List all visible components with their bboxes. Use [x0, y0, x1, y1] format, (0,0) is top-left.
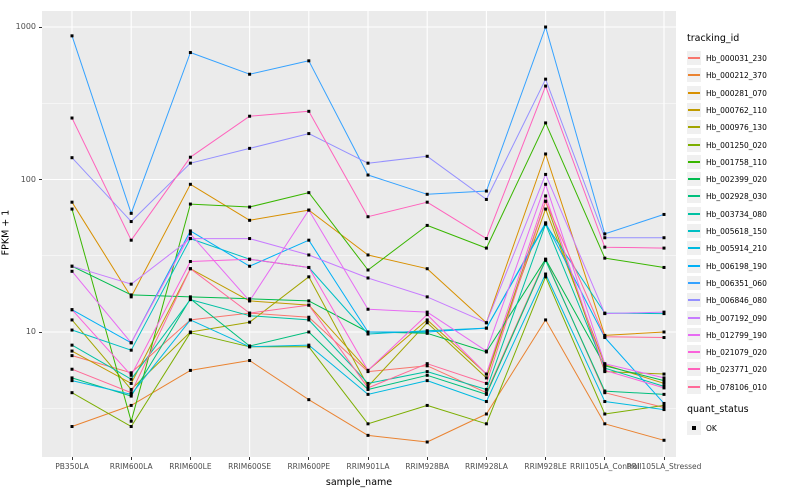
legend-entry-label: Hb_000281_070: [706, 88, 767, 98]
x-tick-mark: [545, 457, 547, 460]
legend-key: [687, 258, 701, 273]
x-tick-mark: [426, 457, 428, 460]
legend-key: [687, 293, 701, 308]
series-color-line-icon: [688, 316, 700, 319]
legend-entry-label: Hb_078106_010: [706, 382, 767, 392]
legend-key: [687, 189, 701, 204]
x-tick-mark: [485, 457, 487, 460]
series-color-line-icon: [688, 264, 700, 267]
x-tick-label: RRIM600SE: [228, 462, 272, 471]
legend-entry-label: Hb_003734_080: [706, 209, 767, 219]
legend-key: [687, 51, 701, 65]
legend-entry-label: Hb_002399_020: [706, 175, 767, 185]
x-tick-mark: [663, 457, 665, 460]
series-color-line-icon: [688, 281, 700, 284]
series-color-line-icon: [688, 247, 700, 250]
legend-title: tracking_id: [687, 33, 740, 44]
legend-key: [687, 68, 701, 83]
legend-entry-label: Hb_001250_020: [706, 140, 767, 150]
legend-key: [687, 102, 701, 117]
legend-entry-label: Hb_021079_020: [706, 348, 767, 358]
y-tick-mark: [39, 179, 42, 180]
series-color-line-icon: [688, 368, 700, 371]
legend-key: [687, 137, 701, 152]
legend-entry-label: Hb_012799_190: [706, 330, 767, 340]
x-tick-label: RRIM928BA: [405, 462, 450, 471]
x-tick-mark: [189, 457, 191, 460]
series-color-line-icon: [688, 351, 700, 354]
series-color-line-icon: [688, 333, 700, 336]
plot-svg: [42, 11, 676, 457]
legend-key: [687, 85, 701, 100]
legend-key: [687, 379, 701, 394]
series-color-line-icon: [688, 57, 700, 59]
y-tick-mark: [39, 331, 42, 333]
series-color-line-icon: [688, 385, 700, 388]
y-axis-title: FPKM + 1: [0, 209, 12, 256]
legend-key: [687, 327, 701, 342]
series-color-line-icon: [688, 178, 700, 181]
legend-entry-label: Hb_000031_230: [706, 54, 767, 63]
y-tick-label: 100: [20, 174, 36, 184]
legend-entry-label: Hb_001758_110: [706, 157, 767, 167]
x-tick-label: PB350LA: [55, 462, 89, 471]
x-tick-label: RRII105LA_Control: [570, 462, 640, 471]
legend-key: [687, 206, 701, 221]
series-color-line-icon: [688, 195, 700, 198]
x-tick-mark: [71, 457, 73, 460]
legend-entry-label: Hb_000976_130: [706, 123, 767, 133]
x-axis-title: sample_name: [325, 477, 393, 488]
plot-panel: [42, 11, 676, 457]
series-color-line-icon: [688, 160, 700, 163]
x-tick-mark: [308, 457, 310, 460]
y-tick-label: 10: [25, 327, 36, 336]
legend-entry-label: Hb_006351_060: [706, 278, 767, 288]
x-tick-label: RRIM901LA: [346, 462, 390, 471]
y-tick-label: 1000: [15, 22, 36, 31]
x-tick-label: RRIM600PE: [287, 462, 331, 471]
legend-entry-label: Hb_007192_090: [706, 313, 767, 323]
ok-point-key: [687, 421, 701, 435]
legend-key: [687, 362, 701, 377]
ok-point-icon: [692, 426, 696, 430]
x-tick-mark: [130, 457, 132, 460]
x-tick-label: RRIM928LE: [524, 462, 567, 471]
x-tick-label: RRII105LA_Stressed: [626, 462, 702, 471]
legend-entry-label: Hb_000762_110: [706, 105, 767, 115]
legend-key: [687, 120, 701, 135]
y-tick-mark: [39, 26, 42, 28]
legend-entry-label: Hb_006846_080: [706, 296, 767, 306]
legend-key: [687, 345, 701, 360]
series-color-line-icon: [688, 299, 700, 302]
series-color-line-icon: [688, 230, 700, 232]
series-color-line-icon: [688, 108, 700, 111]
legend-key: [687, 172, 701, 187]
legend-key: [687, 224, 701, 238]
series-color-line-icon: [688, 74, 700, 77]
x-tick-mark: [367, 457, 369, 460]
legend-key: [687, 154, 701, 169]
legend-key: [687, 241, 701, 256]
x-tick-label: RRIM600LA: [109, 462, 153, 471]
legend-key: [687, 310, 701, 325]
quant-status-label: OK: [706, 424, 717, 433]
legend-entry-label: Hb_006198_190: [706, 261, 767, 271]
legend-entry-label: Hb_002928_030: [706, 192, 767, 202]
legend-entry-label: Hb_000212_370: [706, 71, 767, 81]
series-color-line-icon: [688, 91, 700, 94]
legend-entry-label: Hb_005618_150: [706, 227, 767, 236]
series-color-line-icon: [688, 212, 700, 215]
quant-legend-title: quant_status: [687, 404, 749, 415]
legend-entry-label: Hb_023771_020: [706, 365, 767, 375]
x-tick-label: RRIM600LE: [169, 462, 212, 471]
series-color-line-icon: [688, 126, 700, 129]
legend-key: [687, 275, 701, 290]
x-tick-label: RRIM928LA: [464, 462, 508, 471]
x-tick-mark: [249, 457, 251, 460]
series-color-line-icon: [688, 143, 700, 146]
legend-entry-label: Hb_005914_210: [706, 244, 767, 254]
x-tick-mark: [604, 457, 606, 460]
